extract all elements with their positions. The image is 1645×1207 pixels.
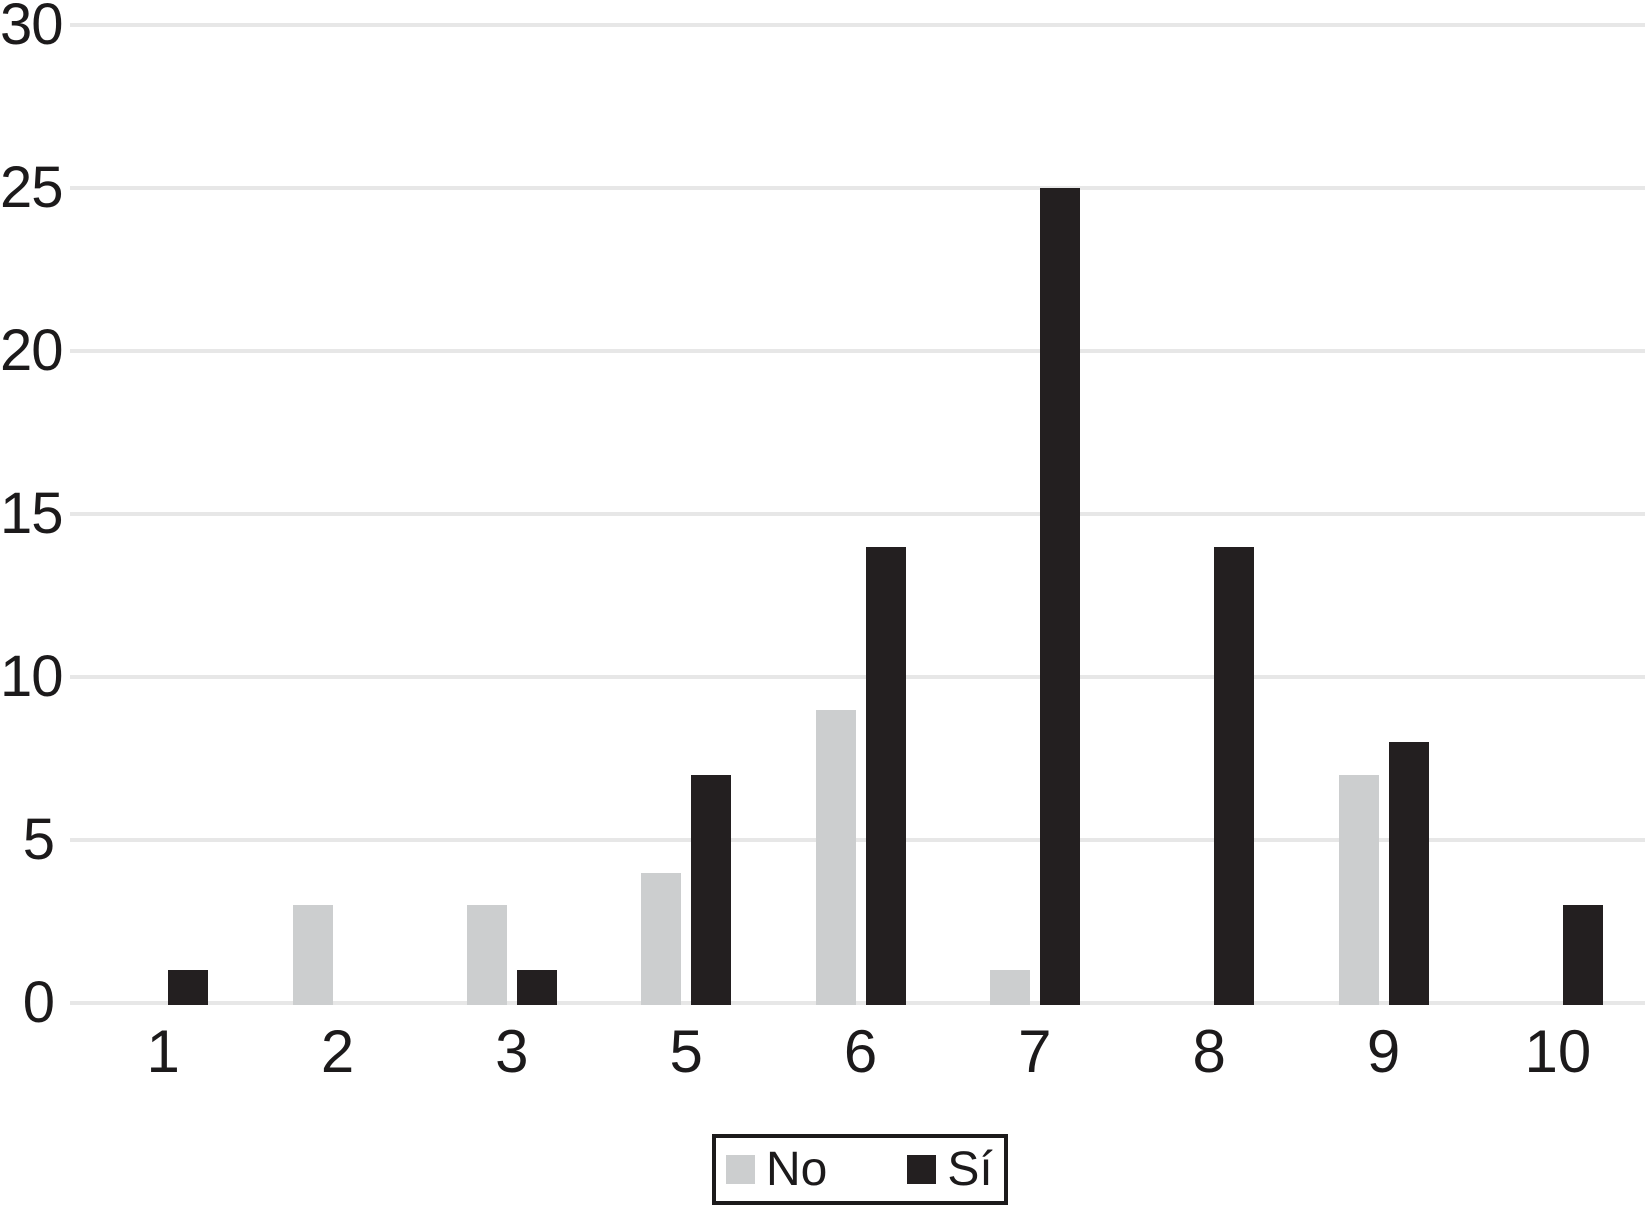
x-tick-label-2: 2 bbox=[320, 1018, 355, 1085]
y-tick-label-30: 30 bbox=[0, 0, 64, 57]
bar-sí-10 bbox=[1562, 905, 1603, 1005]
legend-item-si: Sí bbox=[907, 1142, 993, 1196]
legend-label-no: No bbox=[766, 1142, 828, 1196]
gridline-y-25 bbox=[70, 186, 1645, 190]
bar-sí-7 bbox=[1039, 188, 1080, 1005]
x-tick-label-6: 6 bbox=[843, 1018, 878, 1085]
x-tick-label-10: 10 bbox=[1524, 1018, 1592, 1085]
y-tick-label-5: 5 bbox=[22, 807, 55, 872]
gridline-y-30 bbox=[70, 23, 1645, 27]
y-tick-label-25: 25 bbox=[0, 155, 64, 220]
bar-sí-3 bbox=[516, 970, 557, 1005]
bar-sí-6 bbox=[865, 546, 906, 1005]
bar-sí-1 bbox=[168, 970, 209, 1005]
legend: No Sí bbox=[712, 1134, 1008, 1205]
bar-no-3 bbox=[466, 905, 507, 1005]
bar-no-6 bbox=[815, 709, 856, 1005]
bar-no-2 bbox=[292, 905, 333, 1005]
bar-sí-5 bbox=[691, 774, 732, 1005]
y-tick-label-20: 20 bbox=[0, 318, 64, 383]
bar-no-5 bbox=[641, 872, 682, 1005]
x-tick-label-9: 9 bbox=[1366, 1018, 1401, 1085]
x-tick-label-8: 8 bbox=[1192, 1018, 1226, 1085]
y-tick-label-10: 10 bbox=[0, 644, 64, 709]
gridline-y-20 bbox=[70, 349, 1645, 353]
legend-swatch-no bbox=[726, 1155, 755, 1184]
bar-sí-8 bbox=[1214, 546, 1255, 1005]
x-tick-label-3: 3 bbox=[495, 1018, 529, 1085]
x-tick-label-1: 1 bbox=[146, 1018, 180, 1085]
legend-swatch-si bbox=[907, 1155, 937, 1184]
x-tick-label-7: 7 bbox=[1018, 1018, 1052, 1085]
legend-label-si: Sí bbox=[947, 1142, 993, 1196]
bar-sí-9 bbox=[1388, 742, 1429, 1005]
y-tick-label-0: 0 bbox=[22, 970, 55, 1035]
bar-no-7 bbox=[989, 970, 1030, 1005]
legend-item-no: No bbox=[726, 1142, 828, 1196]
gridline-y-15 bbox=[70, 512, 1645, 516]
bar-no-9 bbox=[1338, 774, 1379, 1005]
gridline-y-5 bbox=[70, 838, 1645, 842]
gridline-y-10 bbox=[70, 675, 1645, 679]
x-tick-label-5: 5 bbox=[669, 1018, 703, 1085]
y-tick-label-15: 15 bbox=[0, 481, 64, 546]
gridline-y-0 bbox=[70, 1001, 1645, 1005]
